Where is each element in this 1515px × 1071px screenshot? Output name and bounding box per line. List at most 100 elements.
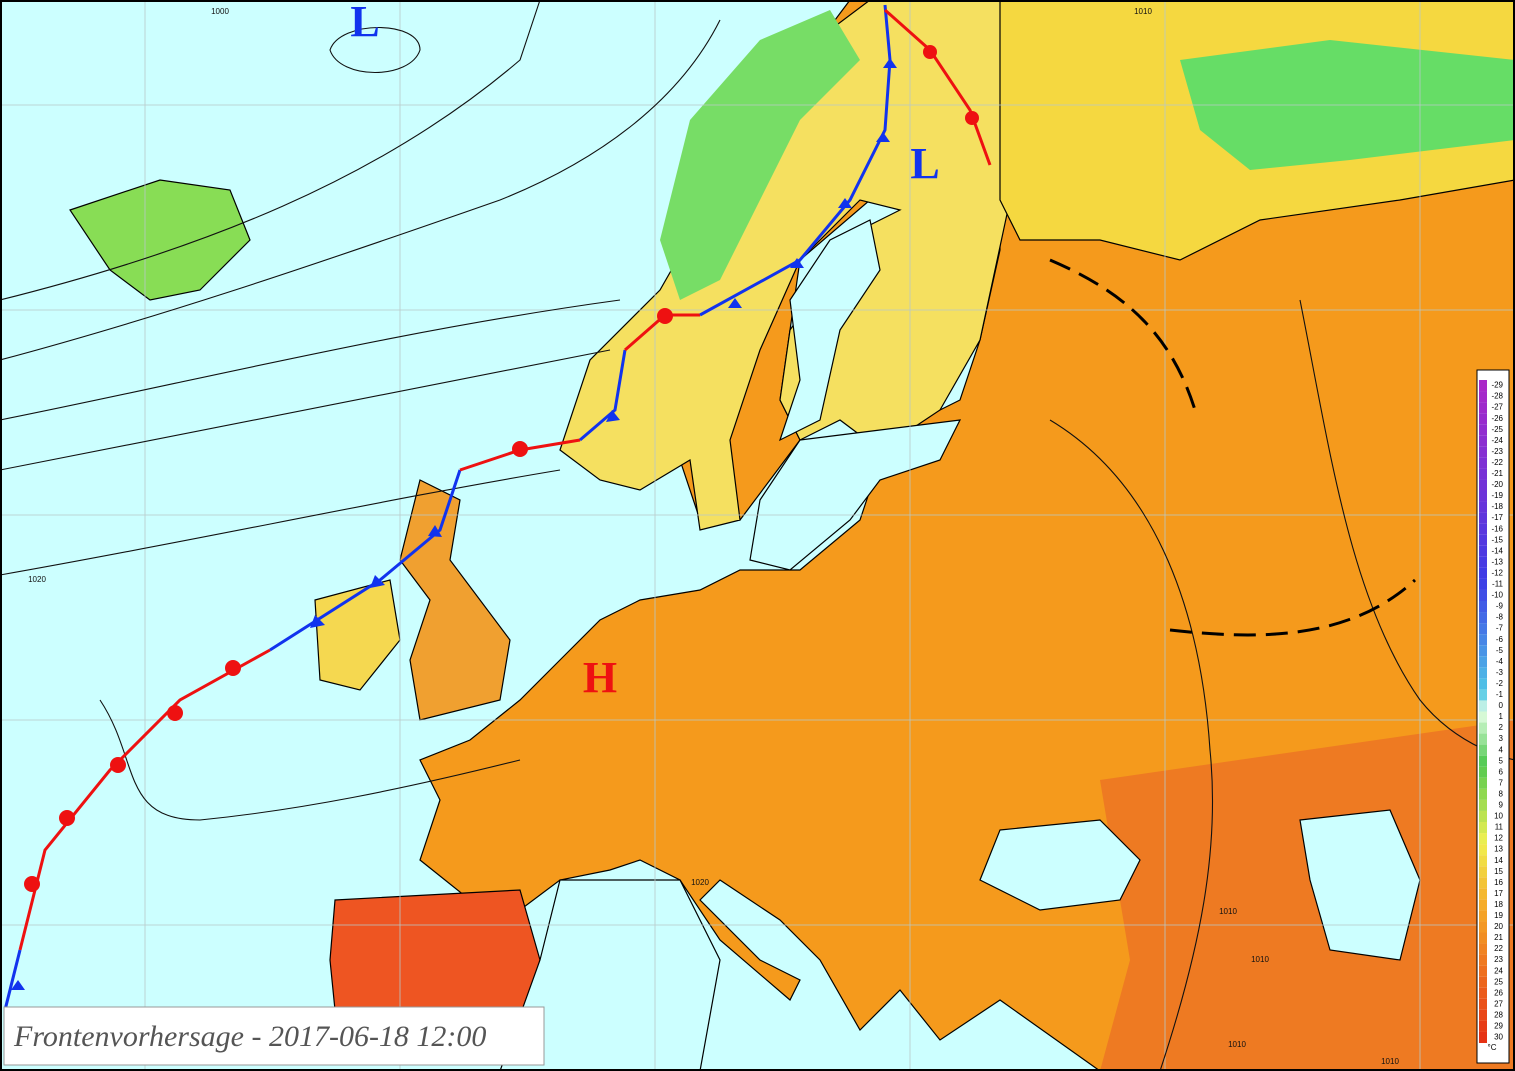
trough xyxy=(1169,578,1417,637)
colorbar-cell xyxy=(1479,601,1487,613)
isobar-label: 1000 xyxy=(211,7,229,16)
colorbar-cell xyxy=(1479,391,1487,403)
colorbar-label: 14 xyxy=(1494,856,1503,865)
colorbar-cell xyxy=(1479,822,1487,834)
colorbar-label: 2 xyxy=(1499,723,1504,732)
colorbar-cell xyxy=(1479,380,1487,392)
colorbar-cell xyxy=(1479,424,1487,436)
low-center: L xyxy=(910,139,939,188)
colorbar-cell xyxy=(1479,733,1487,745)
cold-front xyxy=(3,949,22,1011)
colorbar-label: 20 xyxy=(1494,922,1503,931)
isobar-label: 1010 xyxy=(1381,1057,1399,1066)
colorbar-cell xyxy=(1479,888,1487,900)
colorbar-cell xyxy=(1479,612,1487,624)
isobar-label: 1020 xyxy=(28,575,46,584)
colorbar-label: 10 xyxy=(1494,812,1503,821)
colorbar-cell xyxy=(1479,468,1487,480)
colorbar-cell xyxy=(1479,954,1487,966)
colorbar-label: -16 xyxy=(1491,524,1503,533)
colorbar-cell xyxy=(1479,523,1487,535)
colorbar-cell xyxy=(1479,777,1487,789)
colorbar-label: 28 xyxy=(1494,1010,1503,1019)
colorbar-cell xyxy=(1479,413,1487,425)
colorbar-cell xyxy=(1479,844,1487,856)
colorbar-cell xyxy=(1479,744,1487,756)
inland-seas xyxy=(499,219,1421,1071)
colorbar-cell xyxy=(1479,722,1487,734)
colorbar-label: 25 xyxy=(1494,977,1503,986)
colorbar-label: -25 xyxy=(1491,425,1503,434)
isobar-label: 1010 xyxy=(1228,1040,1246,1049)
colorbar-label: 21 xyxy=(1494,933,1503,942)
colorbar-cell xyxy=(1479,932,1487,944)
colorbar-cell xyxy=(1479,689,1487,701)
colorbar-label: 9 xyxy=(1499,801,1504,810)
colorbar-cell xyxy=(1479,623,1487,635)
colorbar-label: -15 xyxy=(1491,535,1503,544)
isobar-label: 1010 xyxy=(1219,907,1237,916)
colorbar-cell xyxy=(1479,799,1487,811)
colorbar-cell xyxy=(1479,402,1487,414)
map-title: Frontenvorhersage - 2017-06-18 12:00 xyxy=(13,1020,486,1053)
colorbar-label: -18 xyxy=(1491,502,1503,511)
colorbar-label: 26 xyxy=(1494,988,1503,997)
colorbar-label: 30 xyxy=(1494,1033,1503,1042)
colorbar-cell xyxy=(1479,899,1487,911)
colorbar-label: -13 xyxy=(1491,557,1503,566)
colorbar-cell xyxy=(1479,866,1487,878)
cold-front xyxy=(579,349,627,442)
colorbar-cell xyxy=(1479,766,1487,778)
colorbar-label: -8 xyxy=(1496,613,1504,622)
colorbar-label: 0 xyxy=(1499,701,1504,710)
colorbar-cell xyxy=(1479,667,1487,679)
land xyxy=(69,0,1515,1071)
low-center: L xyxy=(350,0,379,46)
colorbar-cell xyxy=(1479,810,1487,822)
colorbar-label: 22 xyxy=(1494,944,1503,953)
colorbar-label: 3 xyxy=(1499,734,1504,743)
colorbar-cell xyxy=(1479,976,1487,988)
colorbar-cell xyxy=(1479,921,1487,933)
colorbar-cell xyxy=(1479,711,1487,723)
colorbar-label: -12 xyxy=(1491,568,1503,577)
colorbar-label: 29 xyxy=(1494,1022,1503,1031)
colorbar-label: -21 xyxy=(1491,469,1503,478)
colorbar-cell xyxy=(1479,512,1487,524)
colorbar-label: -3 xyxy=(1496,668,1504,677)
colorbar-cell xyxy=(1479,567,1487,579)
colorbar-label: 16 xyxy=(1494,878,1503,887)
colorbar-label: 18 xyxy=(1494,900,1503,909)
colorbar-label: -11 xyxy=(1492,580,1504,589)
colorbar-label: -28 xyxy=(1491,392,1503,401)
colorbar: -29-28-27-26-25-24-23-22-21-20-19-18-17-… xyxy=(1476,369,1510,1064)
colorbar-cell xyxy=(1479,645,1487,657)
colorbar-label: 11 xyxy=(1495,823,1504,832)
colorbar-label: -24 xyxy=(1491,436,1503,445)
colorbar-label: -27 xyxy=(1491,403,1503,412)
title-box xyxy=(3,1006,545,1066)
colorbar-label: -22 xyxy=(1491,458,1503,467)
colorbar-label: 24 xyxy=(1494,966,1503,975)
colorbar-label: 17 xyxy=(1494,889,1503,898)
colorbar-cell xyxy=(1479,656,1487,668)
colorbar-cell xyxy=(1479,1020,1487,1032)
trough xyxy=(1049,258,1197,411)
colorbar-cell xyxy=(1479,855,1487,867)
colorbar-label: -20 xyxy=(1491,480,1503,489)
colorbar-cell xyxy=(1479,589,1487,601)
colorbar-cell xyxy=(1479,943,1487,955)
cold-front xyxy=(699,4,892,317)
colorbar-cell xyxy=(1479,556,1487,568)
colorbar-label: -9 xyxy=(1496,602,1504,611)
colorbar-cell xyxy=(1479,1009,1487,1021)
colorbar-cell xyxy=(1479,479,1487,491)
colorbar-label: 6 xyxy=(1499,767,1504,776)
colorbar-label: -7 xyxy=(1496,624,1504,633)
colorbar-label: -26 xyxy=(1491,414,1503,423)
colorbar-cell xyxy=(1479,877,1487,889)
colorbar-cell xyxy=(1479,545,1487,557)
colorbar-cell xyxy=(1479,998,1487,1010)
colorbar-label: -14 xyxy=(1491,546,1503,555)
